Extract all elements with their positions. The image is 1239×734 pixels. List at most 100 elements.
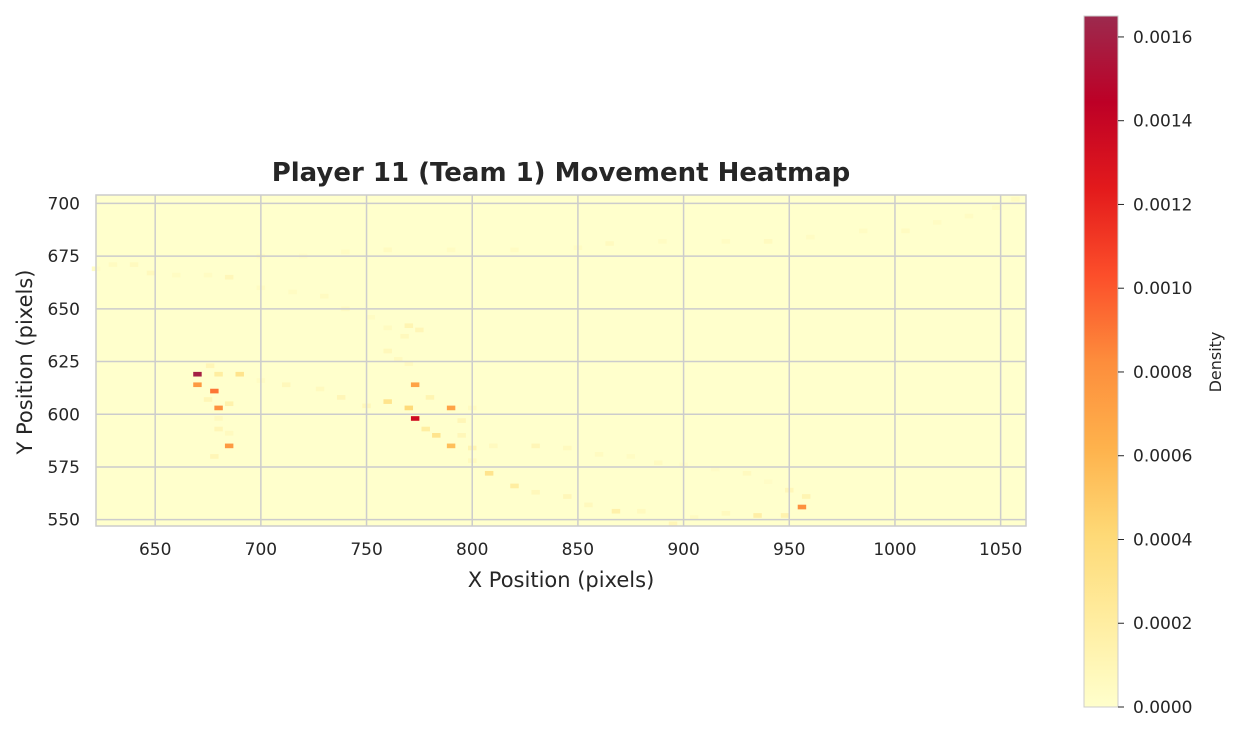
heatmap-cell [224, 430, 234, 436]
heatmap-cell [203, 272, 213, 278]
heatmap-cell [859, 228, 868, 234]
heatmap-cell [288, 289, 297, 295]
heatmap-cell [224, 443, 234, 449]
heatmap-cell [383, 325, 392, 331]
heatmap-cell [214, 426, 223, 432]
heatmap-cell [531, 489, 540, 495]
heatmap-cell [484, 470, 494, 476]
grid-lines [96, 195, 1026, 526]
heatmap-cell [108, 262, 118, 267]
heatmap-cell [383, 348, 392, 354]
heatmap-cell [383, 399, 392, 404]
x-tick-label: 800 [456, 540, 488, 560]
heatmap-cell [933, 220, 942, 225]
heatmap-cell [320, 293, 329, 299]
heatmap-cell [689, 515, 699, 520]
heatmap-cell [210, 388, 219, 394]
heatmap-cell [626, 454, 635, 459]
heatmap-cell [224, 401, 234, 407]
heatmap-cell [193, 382, 202, 388]
heatmap-cell [282, 382, 291, 388]
y-axis-label: Y Position (pixels) [13, 270, 37, 456]
heatmap-cell [806, 234, 815, 240]
colorbar-ticks: 0.0000 0.0002 0.0004 0.0006 0.0008 0.0010 0.00… [1118, 28, 1192, 718]
colorbar-tick-label: 0.0014 [1133, 112, 1192, 132]
heatmap-cell [510, 483, 519, 489]
heatmap-cell [146, 270, 156, 276]
heatmap-cell [446, 405, 456, 411]
heatmap-cell [721, 511, 731, 516]
y-tick-label: 675 [48, 247, 80, 267]
heatmap-cell [964, 213, 974, 219]
heatmap-cell [510, 247, 519, 253]
heatmap-cell [1011, 196, 1020, 202]
y-axis-ticks: 550 575 600 625 650 675 700 [48, 194, 80, 530]
heatmap-cell [605, 241, 614, 246]
heatmap-cell [425, 395, 435, 400]
heatmap-cell [584, 502, 593, 508]
heatmap-cell [410, 416, 420, 421]
colorbar-tick-label: 0.0002 [1133, 614, 1192, 634]
heatmap-cell [214, 416, 223, 421]
heatmap-cell [457, 433, 466, 438]
heatmap-background [96, 195, 1026, 526]
heatmap-cell [341, 249, 350, 255]
heatmap-cell [721, 239, 731, 244]
heatmap-cell [404, 361, 414, 366]
y-tick-label: 550 [48, 511, 80, 531]
heatmap-cell [654, 460, 663, 466]
heatmap-cell [797, 504, 807, 510]
x-axis-label: X Position (pixels) [468, 568, 655, 592]
heatmap-cell [742, 470, 752, 476]
colorbar-tick-label: 0.0012 [1133, 195, 1192, 215]
x-axis-ticks: 650 700 750 800 850 900 950 1000 1050 [139, 540, 1022, 560]
heatmap-cell [203, 397, 213, 402]
heatmap-cell [394, 357, 403, 362]
heatmap-cells [91, 195, 1026, 527]
x-tick-label: 1000 [873, 540, 916, 560]
heatmap-cell [193, 371, 202, 377]
heatmap-cell [224, 274, 234, 280]
colorbar-tick-label: 0.0000 [1133, 698, 1192, 718]
heatmap-cell [336, 395, 346, 400]
heatmap-cell [446, 247, 456, 253]
colorbar-label: Density [1206, 332, 1225, 393]
colorbar-tick-label: 0.0006 [1133, 447, 1192, 467]
heatmap-cell [711, 466, 720, 472]
x-tick-label: 950 [773, 540, 805, 560]
heatmap-cell [214, 371, 223, 377]
heatmap-cell [531, 443, 540, 449]
y-tick-label: 650 [48, 300, 80, 320]
heatmap-cell [489, 443, 498, 449]
heatmap-cell [421, 426, 430, 432]
heatmap-cell [129, 262, 139, 267]
x-tick-label: 1050 [979, 540, 1022, 560]
x-tick-label: 700 [245, 540, 277, 560]
colorbar-tick-label: 0.0010 [1133, 279, 1192, 299]
heatmap-cell [658, 239, 667, 244]
heatmap-cell [214, 405, 223, 411]
heatmap-cell [901, 228, 910, 234]
heatmap-cell [404, 323, 414, 329]
x-tick-label: 850 [562, 540, 594, 560]
heatmap-cell [780, 513, 790, 518]
heatmap-cell [563, 445, 572, 451]
x-tick-label: 750 [350, 540, 382, 560]
heatmap-cell [404, 405, 414, 411]
heatmap-cell [446, 443, 456, 449]
heatmap-cell [668, 521, 678, 527]
y-tick-label: 700 [48, 194, 80, 214]
heatmap-cell [366, 314, 375, 320]
heatmap-cell [410, 382, 420, 388]
x-tick-label: 650 [139, 540, 171, 560]
y-tick-label: 575 [48, 458, 80, 478]
heatmap-cell [210, 454, 219, 459]
heatmap-cell [594, 451, 604, 457]
chart-title: Player 11 (Team 1) Movement Heatmap [272, 158, 851, 188]
heatmap-cell [172, 272, 181, 278]
heatmap-cell [235, 371, 244, 377]
heatmap-cell [763, 479, 773, 485]
heatmap-cell [432, 433, 441, 438]
heatmap-cell [753, 513, 762, 518]
